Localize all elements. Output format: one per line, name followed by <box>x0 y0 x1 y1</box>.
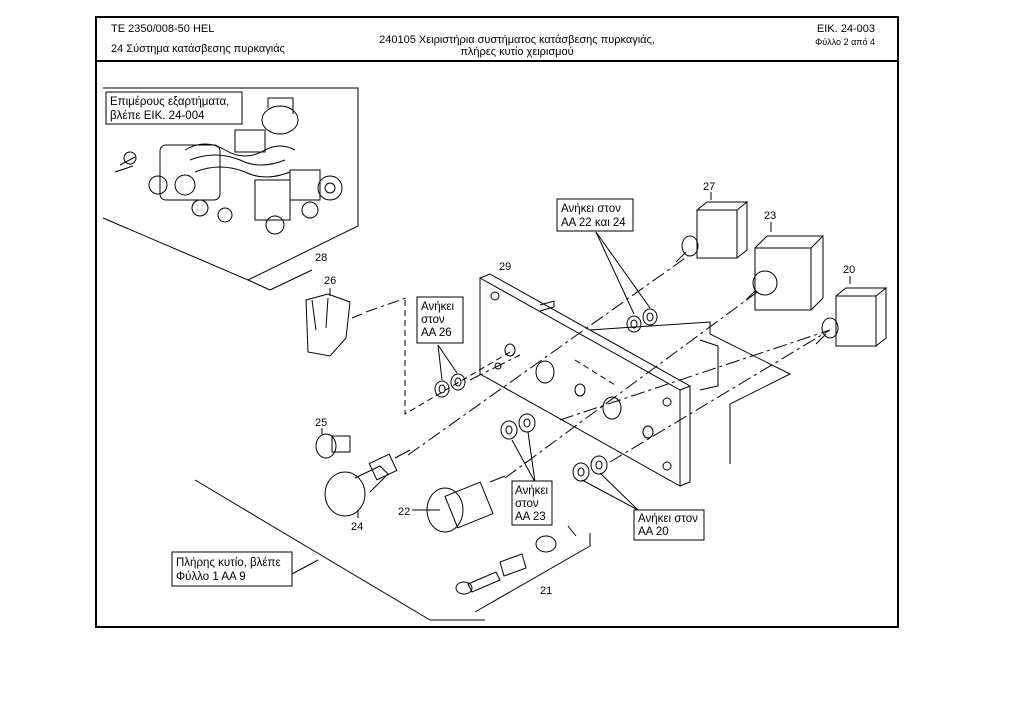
subassembly-28 <box>102 87 359 291</box>
callout-27: 27 <box>703 181 715 193</box>
washers-aa22-24 <box>626 308 658 333</box>
callout-20: 20 <box>843 264 855 276</box>
note-box-aa20 <box>633 509 705 541</box>
note-components-line1: Επιμέρους εξαρτήματα, <box>110 96 229 108</box>
drawing-title-line1: 240105 Χειριστήρια συστήματος κατάσβεσης… <box>379 34 655 46</box>
note-leaders <box>420 231 651 511</box>
part-25-bulb <box>315 428 351 459</box>
note-box-aa22-24 <box>556 198 634 232</box>
callout-21: 21 <box>540 585 552 597</box>
assembly-axis-lines <box>407 255 831 479</box>
washers-aa26 <box>434 373 466 398</box>
note-aa23-line2: στον <box>515 498 539 510</box>
callout-28: 28 <box>315 252 327 264</box>
part-20-toggle-switch <box>815 276 888 347</box>
callout-25: 25 <box>315 417 327 429</box>
note-aa22-24-line1: Ανήκει στον <box>561 203 621 215</box>
note-full-box-line2: Φύλλο 1 ΑΑ 9 <box>176 571 246 583</box>
note-aa23-line3: ΑΑ 23 <box>515 511 546 523</box>
note-box-aa23 <box>511 480 553 526</box>
callout-26: 26 <box>324 275 336 287</box>
note-aa26-line1: Ανήκει <box>421 301 454 313</box>
part-29-mounting-plate <box>479 273 792 487</box>
note-aa23-line1: Ανήκει <box>515 485 548 497</box>
drawing-title-line2: πλήρες κυτίο χειρισμού <box>460 46 574 58</box>
washers-aa23 <box>500 413 536 440</box>
part-23-toggle-switch <box>745 222 825 311</box>
callout-29: 29 <box>499 261 511 273</box>
part-27-toggle-switch <box>675 192 749 263</box>
full-box-bracket <box>194 479 485 621</box>
note-aa26-line2: στον <box>421 314 445 326</box>
part-26-knob-cover <box>305 288 407 357</box>
note-box-aa26 <box>416 296 464 344</box>
washers-aa20 <box>572 455 608 482</box>
sheet-number: Φύλλο 2 από 4 <box>815 37 875 47</box>
note-components-line2: βλέπε ΕΙΚ. 24-004 <box>110 110 205 122</box>
drawing-sheet: TE 2350/008-50 HEL 24 Σύστημα κατάσβεσης… <box>95 16 899 628</box>
note-aa20-line1: Ανήκει στον <box>638 513 698 525</box>
aa26-boundary <box>404 300 511 415</box>
chapter-title: 24 Σύστημα κατάσβεσης πυρκαγιάς <box>111 43 285 55</box>
note-aa22-24-line2: ΑΑ 22 και 24 <box>561 217 626 229</box>
note-full-box-line1: Πλήρης κυτίο, βλέπε <box>176 557 281 569</box>
document-code: TE 2350/008-50 HEL <box>111 23 215 35</box>
part-24-lamp-holder <box>324 449 411 518</box>
note-aa20-line2: ΑΑ 20 <box>638 526 669 538</box>
callout-22: 22 <box>398 506 410 518</box>
callout-24: 24 <box>351 521 363 533</box>
note-box-components <box>105 91 243 125</box>
note-box-full-box <box>171 551 293 587</box>
part-22-switch <box>412 475 506 533</box>
callout-23: 23 <box>764 210 776 222</box>
note-aa26-line3: ΑΑ 26 <box>421 327 452 339</box>
part-21-fastener <box>455 525 591 613</box>
figure-number: ΕΙΚ. 24-003 <box>816 23 875 35</box>
title-block: TE 2350/008-50 HEL 24 Σύστημα κατάσβεσης… <box>97 18 897 62</box>
